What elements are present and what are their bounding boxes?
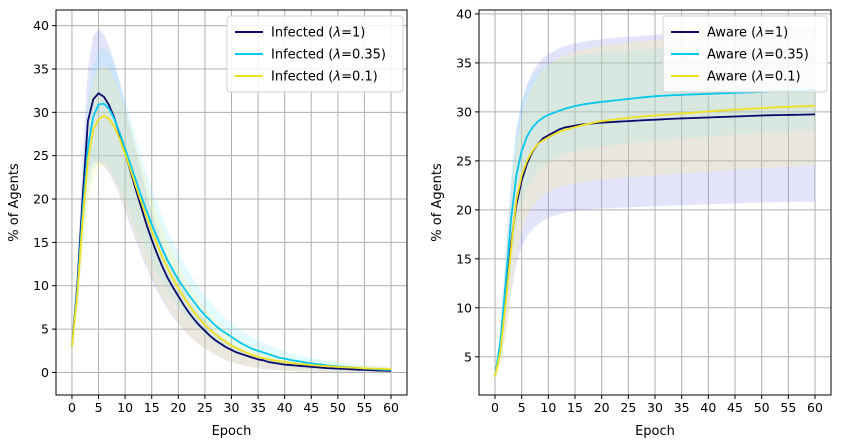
- y-tick-label: 40: [33, 18, 49, 33]
- legend: Infected (λ=1) Infected (λ=0.35) Infected …: [226, 15, 404, 93]
- x-tick-label: 5: [518, 400, 526, 415]
- y-tick-label: 30: [456, 104, 472, 119]
- infected-chart: 0 5 10 15 20 25 30 35 40 45 50 55 60 0 5 10 15 20 25 30 35 40…: [7, 9, 408, 439]
- x-tick-label: 35: [250, 400, 266, 415]
- y-tick-label: 35: [456, 55, 472, 70]
- legend-label: Infected (λ=1): [271, 26, 365, 41]
- aware-chart: 0 5 10 15 20 25 30 35 40 45 50 55 60 5 10 15 20 25 30 35 40 E…: [430, 6, 832, 439]
- x-tick-label: 45: [303, 400, 319, 415]
- y-tick-label: 5: [41, 322, 49, 337]
- y-tick-label: 25: [33, 148, 49, 163]
- x-tick-label: 20: [170, 400, 186, 415]
- series-line-2: [71, 114, 392, 371]
- y-tick-label: 35: [33, 61, 49, 76]
- x-tick-label: 30: [224, 400, 240, 415]
- y-tick-label: 10: [456, 300, 472, 315]
- legend: Aware (λ=1) Aware (λ=0.35) Aware (λ=0.1): [662, 15, 828, 93]
- x-tick-label: 10: [117, 400, 133, 415]
- x-tick-label: 60: [383, 400, 399, 415]
- x-tick-label: 50: [754, 400, 770, 415]
- y-tick-label: 40: [456, 6, 472, 21]
- x-tick-label: 10: [540, 400, 556, 415]
- series-line-0: [494, 113, 816, 377]
- x-tick-label: 15: [567, 400, 583, 415]
- y-tick-label: 10: [33, 278, 49, 293]
- x-tick-label: 55: [780, 400, 796, 415]
- x-tick-label: 40: [277, 400, 293, 415]
- x-tick-label: 35: [674, 400, 690, 415]
- legend-label: Aware (λ=0.1): [707, 70, 801, 85]
- y-tick-label: 0: [41, 365, 49, 380]
- x-tick-label: 30: [647, 400, 663, 415]
- x-tick-label: 25: [197, 400, 213, 415]
- x-axis-label: Epoch: [212, 424, 252, 439]
- x-tick-label: 15: [144, 400, 160, 415]
- confidence-band-0: [495, 27, 815, 377]
- y-tick-label: 15: [456, 251, 472, 266]
- y-tick-label: 20: [33, 192, 49, 207]
- x-tick-label: 0: [491, 400, 499, 415]
- y-axis-label: % of Agents: [430, 163, 445, 242]
- y-tick-label: 5: [464, 349, 472, 364]
- legend-label: Infected (λ=0.35): [271, 48, 386, 63]
- confidence-band-1: [495, 37, 815, 377]
- y-axis-label: % of Agents: [7, 163, 22, 242]
- x-tick-label: 50: [330, 400, 346, 415]
- x-axis-label: Epoch: [635, 424, 675, 439]
- legend-label: Aware (λ=1): [707, 26, 788, 41]
- x-tick-label: 45: [727, 400, 743, 415]
- x-tick-label: 60: [807, 400, 823, 415]
- series-line-2: [494, 104, 816, 377]
- x-tick-label: 5: [95, 400, 103, 415]
- x-tick-label: 20: [594, 400, 610, 415]
- legend-label: Aware (λ=0.35): [707, 48, 809, 63]
- x-tick-label: 25: [620, 400, 636, 415]
- y-tick-label: 20: [456, 202, 472, 217]
- y-tick-label: 15: [33, 235, 49, 250]
- legend-label: Infected (λ=0.1): [271, 70, 378, 85]
- legend-box: [226, 15, 404, 93]
- confidence-band-2: [495, 27, 815, 377]
- x-tick-label: 55: [357, 400, 373, 415]
- legend-box: [662, 15, 828, 93]
- x-tick-label: 40: [700, 400, 716, 415]
- x-tick-label: 0: [68, 400, 76, 415]
- confidence-band-0: [71, 29, 392, 373]
- y-tick-label: 30: [33, 105, 49, 120]
- y-tick-label: 25: [456, 153, 472, 168]
- confidence-band-1: [71, 47, 392, 372]
